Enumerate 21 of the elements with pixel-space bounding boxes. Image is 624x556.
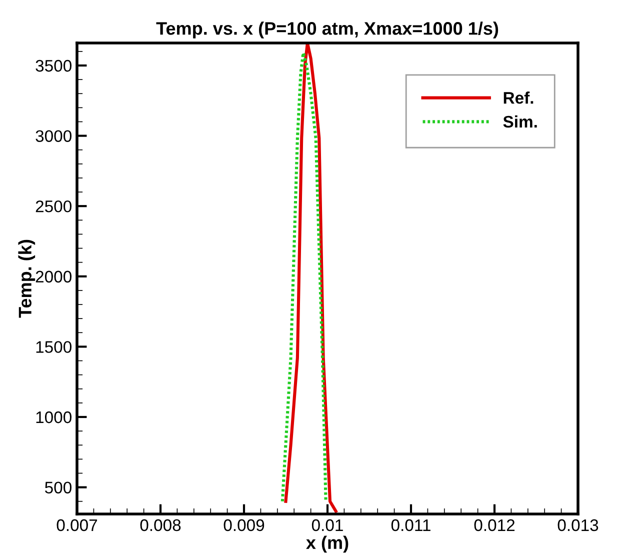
y-tick-label: 1500 — [36, 341, 72, 353]
line-series — [280, 51, 328, 503]
y-axis-title: Temp. (k) — [18, 240, 36, 318]
line-series — [284, 43, 338, 513]
y-tick-label: 2000 — [36, 270, 72, 283]
x-tick-label: 0.01 — [312, 519, 343, 532]
y-tick-label: 3500 — [36, 60, 72, 72]
x-tick-label: 0.011 — [391, 519, 430, 532]
x-tick-label: 0.009 — [224, 519, 264, 532]
legend-label: Sim. — [503, 115, 537, 128]
x-axis-title: x (m) — [306, 536, 348, 553]
y-tick-label: 1000 — [36, 411, 72, 424]
x-tick-label: 0.007 — [56, 519, 98, 532]
x-tick-label: 0.013 — [558, 519, 598, 532]
y-tick-label: 3000 — [36, 130, 72, 142]
y-tick-label: 2500 — [36, 200, 72, 212]
x-tick-label: 0.008 — [140, 519, 181, 532]
legend-label: Ref. — [504, 92, 534, 104]
x-tick-label: 0.012 — [474, 519, 515, 532]
chart-title: Temp. vs. x (P=100 atm, Xmax=1000 1/s) — [156, 22, 498, 38]
y-tick-label: 500 — [45, 482, 72, 494]
